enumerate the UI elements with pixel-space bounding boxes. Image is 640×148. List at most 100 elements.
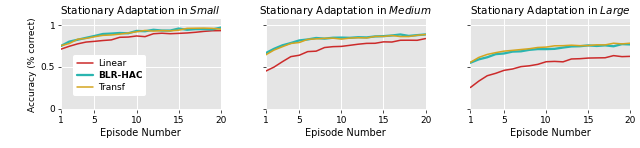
Transf <box>329 37 337 39</box>
Transf <box>576 45 584 47</box>
Line: Transf: Transf <box>470 43 630 62</box>
BLR-HAC <box>346 37 354 39</box>
Transf <box>397 36 404 37</box>
BLR-HAC <box>551 48 559 50</box>
Linear <box>183 32 191 34</box>
Linear <box>534 63 541 65</box>
Linear <box>209 30 216 32</box>
Linear <box>217 30 225 32</box>
Line: BLR-HAC: BLR-HAC <box>61 28 221 46</box>
Transf <box>116 33 124 35</box>
BLR-HAC <box>65 41 73 42</box>
Linear <box>337 46 345 47</box>
Linear <box>321 47 328 48</box>
Transf <box>209 28 216 29</box>
Transf <box>509 49 516 51</box>
X-axis label: Episode Number: Episode Number <box>510 128 591 138</box>
Transf <box>99 34 107 36</box>
BLR-HAC <box>576 45 584 47</box>
BLR-HAC <box>534 48 541 50</box>
BLR-HAC <box>192 28 200 30</box>
Line: BLR-HAC: BLR-HAC <box>266 34 426 53</box>
BLR-HAC <box>483 56 491 58</box>
Transf <box>475 57 483 58</box>
Line: Linear: Linear <box>470 56 630 87</box>
Transf <box>108 34 115 36</box>
BLR-HAC <box>525 49 533 51</box>
Transf <box>74 38 81 40</box>
Linear <box>483 75 491 77</box>
BLR-HAC <box>467 62 474 64</box>
BLR-HAC <box>363 37 371 38</box>
Transf <box>65 43 73 44</box>
BLR-HAC <box>304 39 312 40</box>
BLR-HAC <box>329 37 337 39</box>
Linear <box>132 35 140 37</box>
Transf <box>287 43 294 44</box>
Linear <box>593 57 600 59</box>
BLR-HAC <box>627 44 634 45</box>
Transf <box>483 54 491 55</box>
BLR-HAC <box>321 38 328 40</box>
BLR-HAC <box>82 37 90 39</box>
BLR-HAC <box>200 28 208 30</box>
Linear <box>166 33 174 35</box>
Transf <box>158 30 166 32</box>
Linear <box>380 41 387 43</box>
BLR-HAC <box>116 32 124 34</box>
Linear <box>618 56 626 58</box>
BLR-HAC <box>475 58 483 60</box>
Transf <box>346 37 354 39</box>
BLR-HAC <box>270 48 278 50</box>
Transf <box>525 48 533 50</box>
Linear <box>200 30 208 32</box>
Transf <box>57 45 65 47</box>
BLR-HAC <box>542 48 550 50</box>
Linear <box>91 40 99 42</box>
BLR-HAC <box>559 47 567 48</box>
Linear <box>467 87 474 88</box>
Transf <box>559 45 567 47</box>
Linear <box>175 32 182 34</box>
Linear <box>627 56 634 57</box>
Transf <box>192 27 200 29</box>
BLR-HAC <box>108 33 115 34</box>
Linear <box>57 48 65 50</box>
Linear <box>262 70 269 72</box>
BLR-HAC <box>509 51 516 53</box>
BLR-HAC <box>183 29 191 31</box>
Linear <box>542 61 550 63</box>
Linear <box>108 39 115 41</box>
Transf <box>388 35 396 36</box>
BLR-HAC <box>132 30 140 32</box>
Transf <box>296 42 303 43</box>
BLR-HAC <box>217 27 225 28</box>
Linear <box>287 56 294 58</box>
BLR-HAC <box>584 45 592 46</box>
Linear <box>509 68 516 70</box>
BLR-HAC <box>371 36 379 37</box>
Transf <box>304 38 312 40</box>
BLR-HAC <box>124 32 132 34</box>
Linear <box>610 55 618 57</box>
BLR-HAC <box>593 45 600 47</box>
Linear <box>74 43 81 45</box>
Transf <box>141 30 149 31</box>
BLR-HAC <box>166 30 174 31</box>
Linear <box>150 33 157 35</box>
BLR-HAC <box>312 37 320 39</box>
Transf <box>124 32 132 34</box>
Transf <box>593 44 600 46</box>
Linear <box>422 38 429 40</box>
BLR-HAC <box>278 44 286 46</box>
Transf <box>551 45 559 47</box>
BLR-HAC <box>492 53 499 55</box>
Line: BLR-HAC: BLR-HAC <box>470 44 630 63</box>
Transf <box>278 46 286 48</box>
Linear <box>304 51 312 53</box>
Transf <box>534 47 541 48</box>
Linear <box>584 57 592 59</box>
Linear <box>99 40 107 41</box>
Linear <box>312 50 320 52</box>
BLR-HAC <box>296 40 303 41</box>
